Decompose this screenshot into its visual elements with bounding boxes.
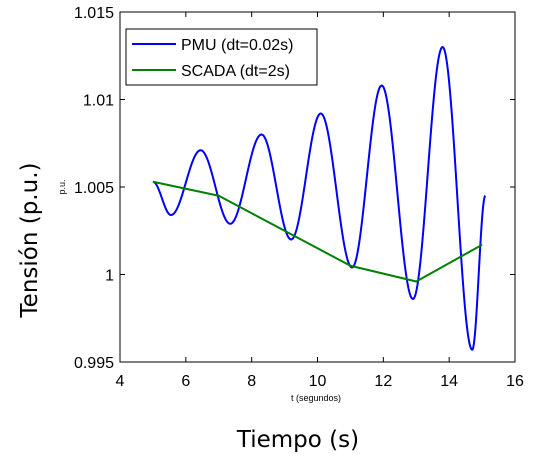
x-axis-label: Tiempo (s) <box>236 427 359 453</box>
x-tick-label: 4 <box>116 373 125 390</box>
y-tick-label: 1 <box>105 268 114 285</box>
x-tick-label: 8 <box>247 373 256 390</box>
series-line-scada <box>152 180 483 283</box>
legend-label-scada: SCADA (dt=2s) <box>181 63 290 80</box>
y-tick-label: 0.995 <box>74 355 114 372</box>
y-axis-ticks: 0.995 1 1.005 1.01 1.015 <box>74 5 515 372</box>
y-tick-label: 1.01 <box>83 93 114 110</box>
x-tick-label: 16 <box>506 373 524 390</box>
x-axis-ticks: 4 6 8 10 12 14 16 <box>116 12 524 390</box>
x-tick-label: 6 <box>181 373 190 390</box>
x-axis-inner-label: t (segundos) <box>291 393 341 403</box>
y-tick-label: 1.005 <box>74 180 114 197</box>
y-axis-inner-label: p.u. <box>57 179 67 194</box>
x-tick-label: 10 <box>309 373 327 390</box>
x-tick-label: 14 <box>440 373 458 390</box>
y-axis-label: Tensión (p.u.) <box>17 163 43 319</box>
legend-label-pmu: PMU (dt=0.02s) <box>181 37 293 54</box>
series-line-pmu <box>152 46 487 351</box>
y-tick-label: 1.015 <box>74 5 114 22</box>
legend: PMU (dt=0.02s) SCADA (dt=2s) <box>125 28 318 86</box>
legend-box <box>125 28 318 86</box>
x-tick-label: 12 <box>374 373 392 390</box>
